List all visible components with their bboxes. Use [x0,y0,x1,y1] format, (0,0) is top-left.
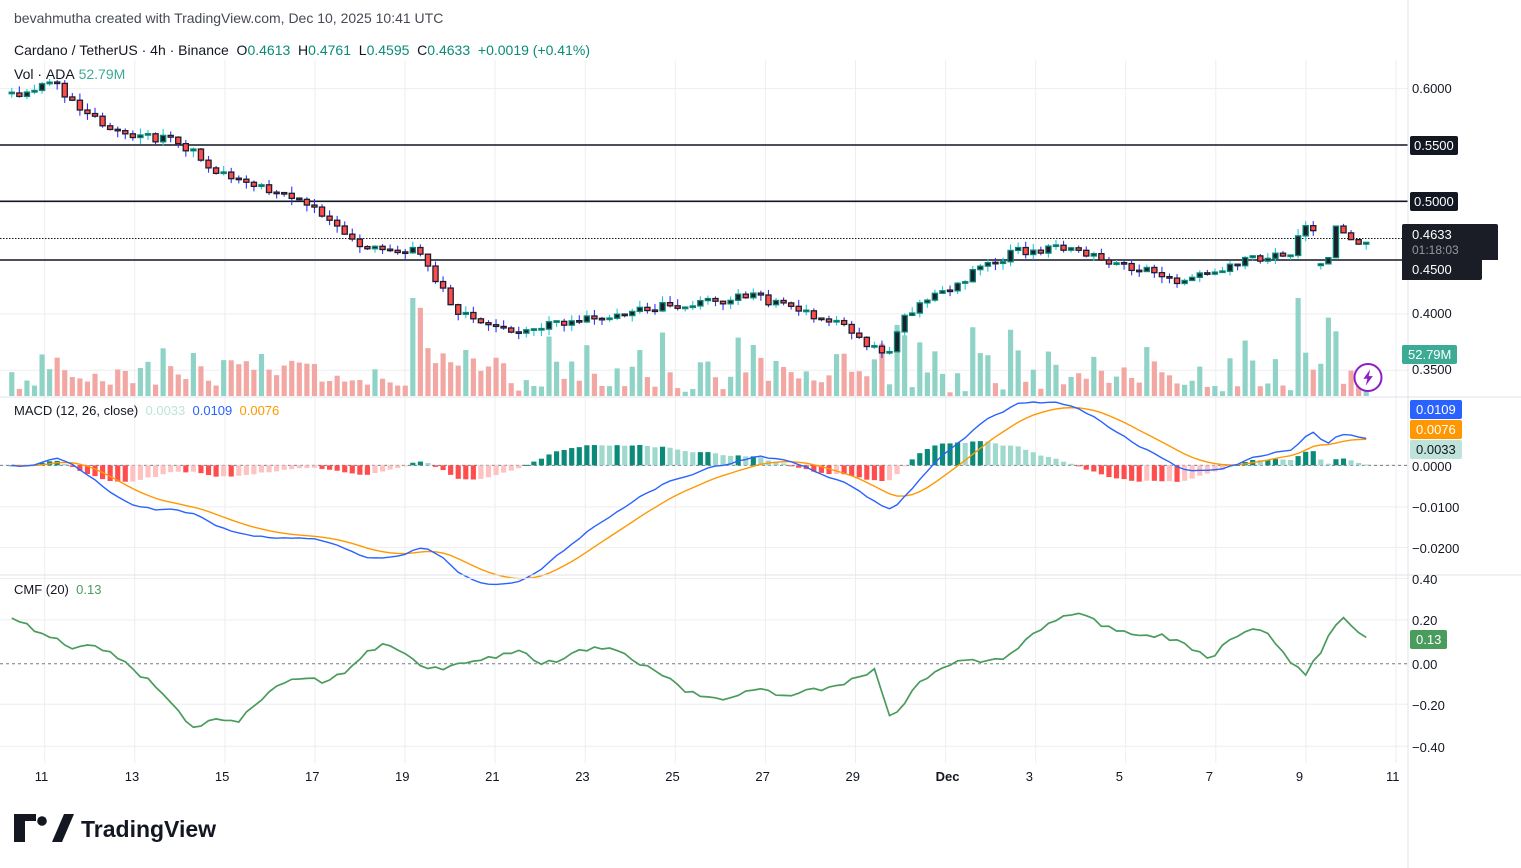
svg-text:TradingView: TradingView [81,816,216,842]
